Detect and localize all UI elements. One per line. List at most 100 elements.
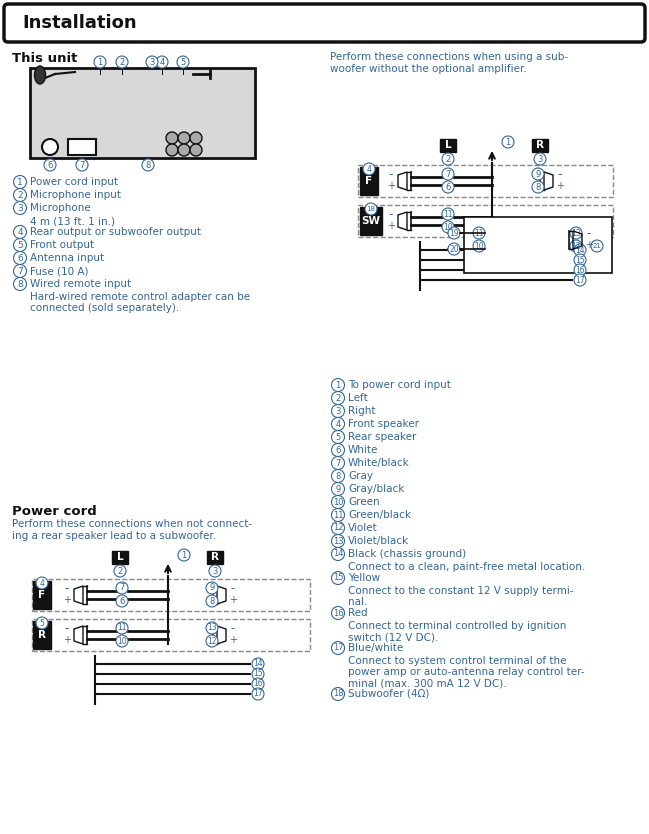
Circle shape	[332, 606, 345, 620]
Text: Fuse (10 A): Fuse (10 A)	[30, 266, 88, 276]
Circle shape	[442, 221, 454, 233]
Text: -: -	[231, 582, 235, 595]
Circle shape	[574, 274, 586, 286]
Text: 11: 11	[117, 624, 127, 632]
Circle shape	[252, 678, 264, 690]
Circle shape	[502, 136, 514, 148]
Text: Connect to a clean, paint-free metal location.: Connect to a clean, paint-free metal loc…	[348, 562, 585, 572]
Text: Left: Left	[348, 393, 368, 403]
Text: L: L	[445, 140, 451, 150]
Text: 18: 18	[333, 690, 343, 699]
Circle shape	[190, 132, 202, 144]
Text: 8: 8	[17, 279, 23, 289]
Text: 5: 5	[180, 58, 186, 67]
Circle shape	[14, 202, 27, 214]
Text: To power cord input: To power cord input	[348, 380, 451, 390]
Text: F: F	[365, 176, 373, 186]
Text: 7: 7	[119, 584, 125, 592]
Text: 11: 11	[443, 209, 453, 219]
Text: Microphone input: Microphone input	[30, 190, 121, 200]
Circle shape	[42, 139, 58, 155]
Text: 2: 2	[119, 58, 125, 67]
Text: 5: 5	[40, 619, 44, 627]
Text: 17: 17	[253, 690, 263, 699]
Circle shape	[206, 622, 218, 634]
Text: 4: 4	[40, 579, 44, 587]
Text: Yellow: Yellow	[348, 573, 380, 583]
Bar	[464, 217, 612, 273]
Text: Perform these connections when not connect-
ing a rear speaker lead to a subwoof: Perform these connections when not conne…	[12, 519, 252, 540]
Text: 7: 7	[79, 160, 84, 169]
Text: 13: 13	[207, 624, 217, 632]
Text: 8: 8	[145, 160, 151, 169]
Text: 10: 10	[117, 636, 127, 646]
Circle shape	[252, 658, 264, 670]
Circle shape	[178, 144, 190, 156]
Bar	[30, 68, 255, 158]
Circle shape	[442, 153, 454, 165]
Text: connected (sold separately).: connected (sold separately).	[30, 303, 179, 313]
Bar	[112, 550, 128, 564]
Circle shape	[442, 208, 454, 220]
Text: Power cord: Power cord	[12, 505, 97, 518]
Text: 7: 7	[445, 169, 450, 178]
Circle shape	[177, 56, 189, 68]
Circle shape	[332, 483, 345, 495]
Text: Right: Right	[348, 406, 376, 416]
Text: Microphone: Microphone	[30, 203, 91, 213]
Text: 18: 18	[367, 206, 376, 212]
Circle shape	[532, 168, 544, 180]
Circle shape	[76, 159, 88, 171]
Text: Connect to the constant 12 V supply termi-: Connect to the constant 12 V supply term…	[348, 586, 574, 596]
Text: L: L	[117, 552, 123, 562]
Circle shape	[252, 688, 264, 700]
Text: 9: 9	[535, 169, 541, 178]
Text: 10: 10	[333, 498, 343, 506]
Bar	[360, 167, 378, 195]
Text: 8: 8	[336, 471, 341, 480]
Text: R: R	[38, 630, 46, 640]
Text: 3: 3	[537, 154, 543, 163]
Circle shape	[94, 56, 106, 68]
Text: 7: 7	[336, 459, 341, 468]
Circle shape	[116, 622, 128, 634]
Text: -: -	[389, 168, 393, 182]
Text: 8: 8	[210, 596, 215, 605]
Text: This unit: This unit	[12, 52, 77, 65]
Text: SW: SW	[361, 216, 380, 226]
Text: 17: 17	[575, 275, 585, 284]
Text: 4: 4	[160, 58, 165, 67]
Text: 15: 15	[575, 255, 585, 264]
Circle shape	[332, 418, 345, 430]
Bar	[32, 579, 310, 611]
Text: 16: 16	[253, 680, 263, 689]
Circle shape	[252, 668, 264, 680]
Text: 10: 10	[474, 242, 484, 250]
Text: Connect to terminal controlled by ignition: Connect to terminal controlled by igniti…	[348, 621, 567, 631]
Circle shape	[574, 244, 586, 256]
Circle shape	[332, 535, 345, 547]
Text: Wired remote input: Wired remote input	[30, 279, 131, 289]
Text: Connect to system control terminal of the: Connect to system control terminal of th…	[348, 656, 567, 666]
Text: nal.: nal.	[348, 597, 367, 607]
Circle shape	[574, 254, 586, 266]
Circle shape	[532, 181, 544, 193]
Text: -: -	[65, 622, 69, 636]
Circle shape	[574, 264, 586, 276]
Circle shape	[332, 547, 345, 560]
Circle shape	[591, 240, 603, 252]
Circle shape	[332, 495, 345, 509]
Text: 14: 14	[253, 660, 263, 669]
Text: White: White	[348, 445, 378, 455]
Circle shape	[332, 521, 345, 535]
Circle shape	[473, 240, 485, 252]
Circle shape	[332, 470, 345, 483]
Bar	[358, 205, 613, 237]
Circle shape	[534, 153, 546, 165]
Circle shape	[14, 264, 27, 278]
Text: 20: 20	[449, 244, 459, 254]
Text: 3: 3	[17, 203, 23, 213]
Text: 11: 11	[474, 229, 484, 238]
Text: Rear speaker: Rear speaker	[348, 432, 417, 442]
Circle shape	[116, 635, 128, 647]
